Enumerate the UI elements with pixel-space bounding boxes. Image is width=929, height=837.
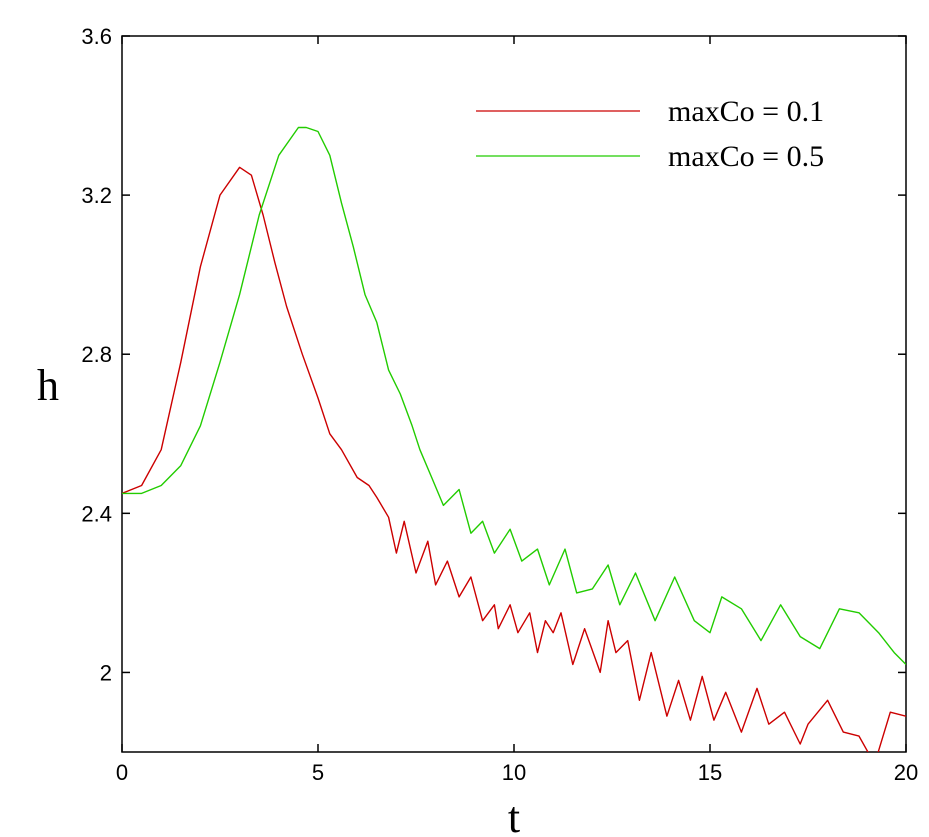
x-tick-label: 10 [502, 760, 526, 785]
series-line-2 [122, 126, 906, 665]
x-tick-label: 20 [894, 760, 918, 785]
plot-area [121, 35, 907, 753]
series-lines [122, 126, 906, 752]
x-tick-label: 5 [312, 760, 324, 785]
y-tick-label: 2.8 [81, 342, 112, 367]
x-axis-title: t [508, 793, 520, 837]
y-axis-title: h [37, 361, 59, 410]
series-line-1 [122, 166, 906, 752]
legend-label-series-1: maxCo = 0.1 [668, 95, 824, 128]
y-tick-label: 2.4 [81, 501, 112, 526]
x-tick-label: 0 [116, 760, 128, 785]
y-tick-labels: 2 2.4 2.8 3.2 3.6 [81, 24, 112, 685]
axis-ticks [121, 35, 907, 752]
y-tick-label: 3.2 [81, 183, 112, 208]
legend-label-series-2: maxCo = 0.5 [668, 140, 824, 173]
y-tick-label: 3.6 [81, 24, 112, 49]
legend: maxCo = 0.1 maxCo = 0.5 [476, 95, 824, 173]
x-tick-labels: 0 5 10 15 20 [116, 760, 918, 785]
y-tick-label: 2 [100, 660, 112, 685]
x-tick-label: 15 [698, 760, 722, 785]
